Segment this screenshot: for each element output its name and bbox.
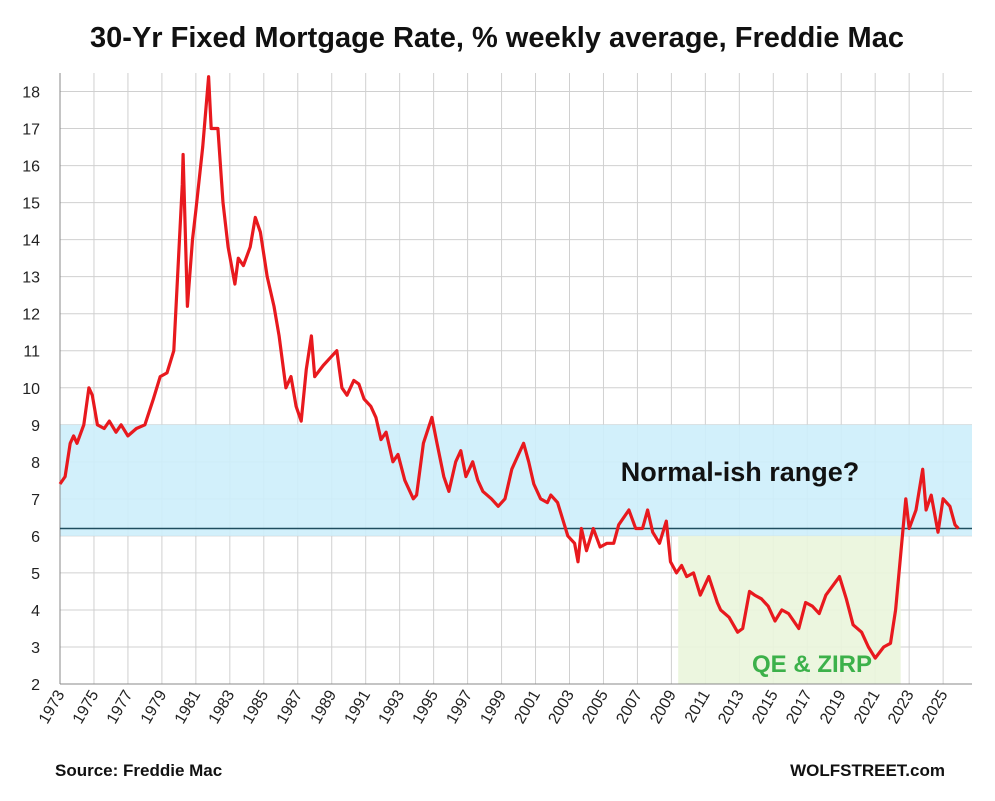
y-tick-label: 3 xyxy=(31,640,40,657)
data-line xyxy=(58,75,960,660)
x-tick-label: 2023 xyxy=(885,687,918,726)
y-tick-label: 16 xyxy=(22,159,40,176)
x-tick-label: 2019 xyxy=(817,687,850,726)
y-tick-label: 12 xyxy=(22,307,40,324)
credit: WOLFSTREET.com xyxy=(790,761,945,780)
x-tick-label: 2009 xyxy=(647,687,680,726)
y-tick-label: 4 xyxy=(31,603,40,620)
range-label: QE & ZIRP xyxy=(752,651,872,678)
y-tick-label: 14 xyxy=(22,233,40,250)
y-tick-label: 15 xyxy=(22,196,40,213)
y-tick-label: 11 xyxy=(23,344,40,361)
x-tick-label: 1997 xyxy=(444,687,477,726)
y-tick-label: 6 xyxy=(31,529,40,546)
x-tick-label: 2001 xyxy=(511,687,544,726)
y-tick-label: 9 xyxy=(31,418,40,435)
x-tick-label: 1995 xyxy=(410,687,443,726)
y-tick-label: 18 xyxy=(22,85,40,102)
x-tick-label: 1989 xyxy=(308,687,341,726)
x-tick-label: 1977 xyxy=(104,687,137,726)
x-tick-label: 2007 xyxy=(613,687,646,726)
x-tick-label: 1999 xyxy=(478,687,511,726)
x-tick-label: 1985 xyxy=(240,687,273,726)
source: Source: Freddie Mac xyxy=(55,761,222,780)
y-tick-label: 2 xyxy=(31,677,40,694)
y-tick-label: 13 xyxy=(22,270,40,287)
shaded-range xyxy=(678,535,901,684)
x-tick-label: 1983 xyxy=(206,687,239,726)
x-tick-label: 2021 xyxy=(851,687,884,726)
x-tick-label: 1975 xyxy=(70,687,103,726)
x-tick-label: 1981 xyxy=(172,687,205,726)
y-tick-label: 17 xyxy=(22,122,40,139)
x-tick-label: 1979 xyxy=(138,687,171,726)
x-tick-label: 2005 xyxy=(579,687,612,726)
shaded-range xyxy=(60,424,972,536)
x-tick-label: 2011 xyxy=(682,687,714,725)
chart-title: 30-Yr Fixed Mortgage Rate, % weekly aver… xyxy=(90,22,904,54)
x-tick-label: 2017 xyxy=(783,687,816,726)
y-tick-label: 5 xyxy=(31,566,40,583)
x-tick-label: 1987 xyxy=(274,687,307,726)
x-tick-label: 1993 xyxy=(376,687,409,726)
y-tick-label: 8 xyxy=(31,455,40,472)
y-tick-label: 7 xyxy=(31,492,40,509)
x-tick-label: 1991 xyxy=(342,687,375,726)
x-tick-label: 2003 xyxy=(545,687,578,726)
x-tick-label: 2025 xyxy=(919,687,952,726)
range-label: Normal-ish range? xyxy=(621,457,860,487)
x-tick-label: 2013 xyxy=(715,687,748,726)
x-tick-label: 1973 xyxy=(36,687,69,726)
x-tick-label: 2015 xyxy=(749,687,782,726)
y-tick-label: 10 xyxy=(22,381,40,398)
